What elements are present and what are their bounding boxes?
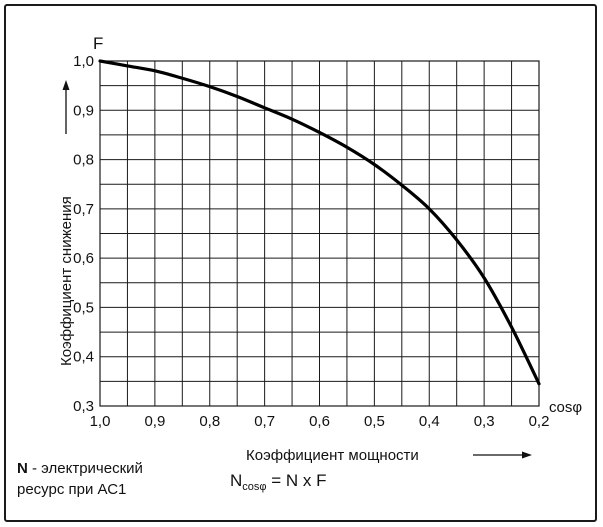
y-tick-label: 0,4: [73, 349, 94, 366]
chart-frame: [4, 4, 597, 522]
x-axis-symbol: cosφ: [549, 399, 582, 416]
formula: Ncosφ = N x F: [230, 471, 327, 493]
note-text-2: ресурс при АС1: [17, 481, 127, 498]
x-tick-label: 0,4: [419, 413, 440, 430]
x-tick-label: 0,3: [474, 413, 495, 430]
y-tick-labels: 1,0 0,9 0,8 0,7 0,6 0,5 0,4 0,3: [73, 53, 94, 415]
x-axis-title: Коэффициент мощности: [246, 447, 419, 464]
y-tick-label: 0,9: [73, 102, 94, 119]
formula-n: N: [230, 471, 243, 490]
formula-subscript: cosφ: [242, 481, 267, 493]
x-axis-arrowhead: [522, 451, 532, 459]
formula-rest: = N x F: [266, 471, 327, 490]
y-axis-arrowhead: [62, 80, 70, 90]
y-tick-label: 1,0: [73, 53, 94, 70]
legend-note: N - электрический ресурс при АС1: [17, 458, 143, 500]
note-symbol: N: [17, 460, 28, 477]
chart-grid: [99, 60, 540, 407]
x-tick-labels: 1,0 0,9 0,8 0,7 0,6 0,5 0,4 0,3 0,2: [90, 413, 550, 430]
y-tick-label: 0,3: [73, 398, 94, 415]
y-tick-label: 0,7: [73, 201, 94, 218]
x-tick-label: 0,6: [309, 413, 330, 430]
y-axis-title: Коэффициент снижения: [58, 196, 75, 366]
derating-curve: [98, 59, 541, 386]
x-tick-label: 0,7: [254, 413, 275, 430]
plot-border: [99, 60, 540, 407]
y-tick-label: 0,6: [73, 250, 94, 267]
x-tick-label: 0,8: [199, 413, 220, 430]
note-text-1: - электрический: [27, 460, 143, 477]
x-tick-label: 0,5: [364, 413, 385, 430]
x-axis-title-group: Коэффициент мощности: [246, 447, 532, 464]
y-tick-label: 0,8: [73, 152, 94, 169]
x-tick-label: 0,9: [144, 413, 165, 430]
y-axis-symbol: F: [93, 34, 103, 53]
y-axis-title-group: Коэффициент снижения: [58, 80, 75, 366]
x-tick-label: 0,2: [529, 413, 550, 430]
y-tick-label: 0,5: [73, 299, 94, 316]
x-tick-label: 1,0: [90, 413, 111, 430]
